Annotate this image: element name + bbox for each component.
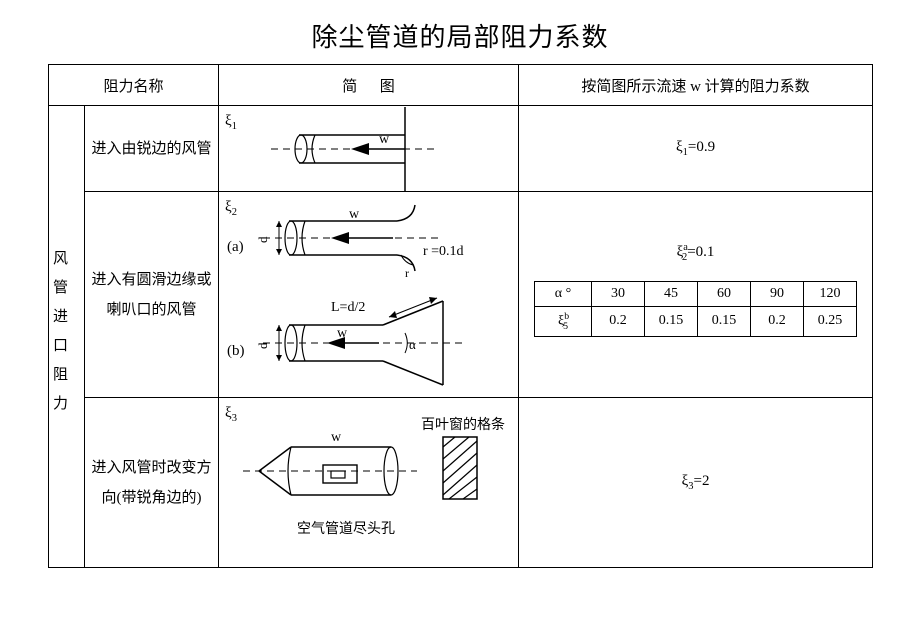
angle-0: 30 bbox=[592, 282, 645, 307]
category-cell: 风管进口阻力 bbox=[49, 106, 85, 568]
xi2a-val: =0.1 bbox=[687, 244, 714, 260]
category-label: 风管进口阻力 bbox=[49, 242, 70, 432]
hdr-diagram-a: 简 bbox=[342, 79, 357, 95]
row2-svg: r w d r bbox=[219, 193, 519, 397]
row1-coef: ξ1=0.9 bbox=[519, 106, 873, 192]
hdr-name: 阻力名称 bbox=[49, 65, 219, 106]
row1-svg: w bbox=[219, 107, 519, 191]
row2-name: 进入有圆滑边缘或喇叭口的风管 bbox=[85, 192, 219, 398]
inner-r2-label: ξb5 bbox=[535, 307, 592, 336]
svg-text:r: r bbox=[405, 266, 409, 280]
xi5b-sub: 5 bbox=[563, 321, 568, 332]
hdr-coef: 按简图所示流速 w 计算的阻力系数 bbox=[519, 65, 873, 106]
row3-diagram: ξ3 bbox=[219, 398, 519, 568]
svg-text:w: w bbox=[349, 207, 360, 222]
row1-diagram: ξ1 bbox=[219, 106, 519, 192]
row2-diagram: ξ2 (a) (b) bbox=[219, 192, 519, 398]
row2-b-label: (b) bbox=[227, 343, 245, 360]
svg-text:w: w bbox=[331, 430, 342, 445]
row2-a-label: (a) bbox=[227, 239, 244, 256]
xib-4: 0.25 bbox=[804, 307, 857, 336]
row3-name: 进入风管时改变方向(带锐角边的) bbox=[85, 398, 219, 568]
svg-text:w: w bbox=[379, 132, 390, 147]
row3-xi: ξ3 bbox=[225, 405, 237, 424]
row2-inner-table: α ° 30 45 60 90 120 ξb5 0.2 0. bbox=[534, 281, 857, 336]
svg-text:d: d bbox=[255, 342, 270, 349]
row3-coef-text: ξ3=2 bbox=[682, 473, 710, 489]
angle-4: 120 bbox=[804, 282, 857, 307]
xi1c-sym: ξ bbox=[676, 139, 683, 155]
hdr-diagram-b: 图 bbox=[380, 79, 395, 95]
inner-r1-label: α ° bbox=[535, 282, 592, 307]
xib-0: 0.2 bbox=[592, 307, 645, 336]
svg-text:L=d/2: L=d/2 bbox=[331, 300, 365, 315]
xi2-sym: ξ bbox=[225, 199, 232, 215]
svg-text:空气管道尽头孔: 空气管道尽头孔 bbox=[297, 521, 395, 537]
svg-text:α: α bbox=[409, 337, 416, 352]
xi1-sym: ξ bbox=[225, 113, 232, 129]
xi3-sub: 3 bbox=[232, 413, 237, 424]
hdr-diagram: 简 图 bbox=[219, 65, 519, 106]
xib-2: 0.15 bbox=[698, 307, 751, 336]
angle-1: 45 bbox=[645, 282, 698, 307]
svg-text:w: w bbox=[337, 326, 348, 341]
row1-coef-text: ξ1=0.9 bbox=[676, 139, 715, 155]
row2-coef: ξa2=0.1 α ° 30 45 60 90 120 bbox=[519, 192, 873, 398]
svg-text:d: d bbox=[255, 236, 270, 243]
row2-coef-a: ξa2=0.1 bbox=[519, 242, 872, 263]
row1-xi: ξ1 bbox=[225, 113, 237, 132]
angle-2: 60 bbox=[698, 282, 751, 307]
row3-svg: w 空气管道尽头孔 bbox=[219, 399, 519, 567]
xi3-sym: ξ bbox=[225, 405, 232, 421]
row3-coef: ξ3=2 bbox=[519, 398, 873, 568]
page-title: 除尘管道的局部阻力系数 bbox=[48, 18, 872, 58]
svg-text:百叶窗的格条: 百叶窗的格条 bbox=[421, 416, 505, 433]
xib-3: 0.2 bbox=[751, 307, 804, 336]
row1-name: 进入由锐边的风管 bbox=[85, 106, 219, 192]
row2-xi: ξ2 bbox=[225, 199, 237, 218]
main-table: 阻力名称 简 图 按简图所示流速 w 计算的阻力系数 风管进口阻力 进入由锐边的… bbox=[48, 64, 873, 568]
xi1-sub: 1 bbox=[232, 121, 237, 132]
xi1c-val: =0.9 bbox=[688, 139, 715, 155]
angle-3: 90 bbox=[751, 282, 804, 307]
xi2-sub: 2 bbox=[232, 207, 237, 218]
xi3c-val: =2 bbox=[694, 473, 710, 489]
svg-text:r =0.1d: r =0.1d bbox=[423, 244, 464, 259]
xib-1: 0.15 bbox=[645, 307, 698, 336]
